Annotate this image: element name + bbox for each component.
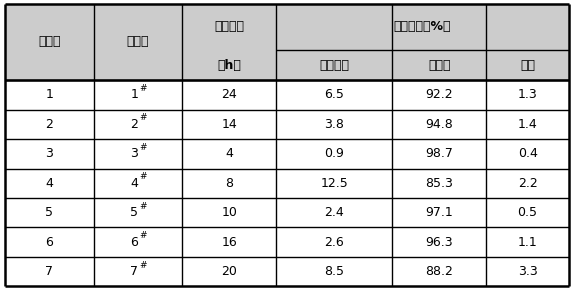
Text: 1: 1	[45, 88, 53, 101]
Text: 1.1: 1.1	[518, 236, 537, 249]
Text: 8: 8	[225, 177, 233, 190]
Text: 2.2: 2.2	[518, 177, 537, 190]
Text: 3.3: 3.3	[518, 265, 537, 278]
Text: #: #	[139, 172, 147, 181]
Text: 其他: 其他	[520, 59, 535, 72]
Text: 0.9: 0.9	[324, 147, 344, 160]
Text: #: #	[139, 143, 147, 152]
Text: 6: 6	[45, 236, 53, 249]
Text: 4: 4	[130, 177, 138, 190]
Text: 98.7: 98.7	[425, 147, 453, 160]
Text: #: #	[139, 84, 147, 93]
Text: #: #	[139, 202, 147, 211]
Text: 实施例: 实施例	[38, 35, 61, 48]
Text: 0.5: 0.5	[518, 206, 538, 219]
Text: 反应时间: 反应时间	[214, 21, 244, 33]
Text: 1: 1	[130, 88, 138, 101]
Text: 14: 14	[221, 118, 237, 131]
Text: 6: 6	[130, 236, 138, 249]
Text: 5: 5	[45, 206, 53, 219]
Text: #: #	[139, 113, 147, 122]
Text: 1.4: 1.4	[518, 118, 537, 131]
Text: 1.3: 1.3	[518, 88, 537, 101]
Text: 92.2: 92.2	[425, 88, 453, 101]
Text: 产物组成（%）: 产物组成（%）	[394, 21, 451, 33]
Text: #: #	[139, 231, 147, 240]
Text: 7: 7	[45, 265, 53, 278]
Text: 97.1: 97.1	[425, 206, 453, 219]
Text: 2: 2	[130, 118, 138, 131]
Text: （h）: （h）	[217, 59, 241, 72]
Text: 4: 4	[45, 177, 53, 190]
Text: 20: 20	[221, 265, 237, 278]
Text: 88.2: 88.2	[425, 265, 453, 278]
Text: 7: 7	[130, 265, 138, 278]
Text: 2.6: 2.6	[324, 236, 344, 249]
Text: 己二醒酸: 己二醒酸	[319, 59, 349, 72]
Text: 16: 16	[221, 236, 237, 249]
Text: 3.8: 3.8	[324, 118, 344, 131]
Text: 8.5: 8.5	[324, 265, 344, 278]
Text: 2.4: 2.4	[324, 206, 344, 219]
Bar	[5, 3, 569, 50]
Text: 10: 10	[221, 206, 237, 219]
Text: 催化剂: 催化剂	[126, 35, 149, 48]
Text: 0.4: 0.4	[518, 147, 537, 160]
Text: 12.5: 12.5	[320, 177, 348, 190]
Text: 85.3: 85.3	[425, 177, 453, 190]
Text: 2: 2	[45, 118, 53, 131]
Text: 己二酸: 己二酸	[428, 59, 451, 72]
Text: #: #	[139, 261, 147, 270]
Text: 6.5: 6.5	[324, 88, 344, 101]
Text: 96.3: 96.3	[425, 236, 453, 249]
Text: 94.8: 94.8	[425, 118, 453, 131]
Text: 24: 24	[221, 88, 237, 101]
Text: 3: 3	[130, 147, 138, 160]
Text: 4: 4	[225, 147, 233, 160]
Text: 3: 3	[45, 147, 53, 160]
Bar	[5, 50, 569, 80]
Text: 5: 5	[130, 206, 138, 219]
